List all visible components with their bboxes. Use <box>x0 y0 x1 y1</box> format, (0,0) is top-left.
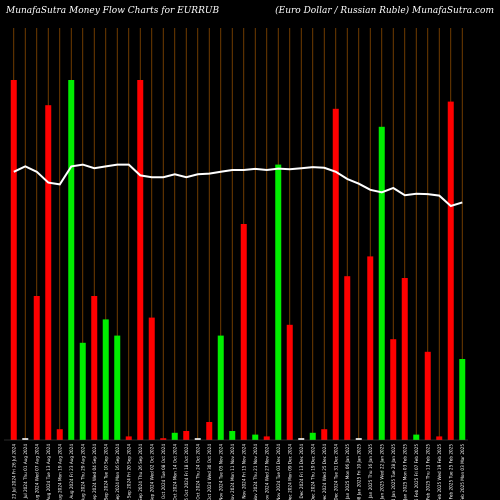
x-tick-label: Mon 05 Aug 2024 Wed 07 Aug 2024 <box>34 444 39 500</box>
x-tick-label: Tue 24 Sep 2024 Thu 26 Sep 2024 <box>138 444 143 500</box>
bar <box>355 438 362 440</box>
bar <box>160 438 167 440</box>
x-tick-label: Tue 27 Aug 2024 Thu 29 Aug 2024 <box>80 444 85 500</box>
bar <box>114 335 121 440</box>
bar <box>459 359 466 440</box>
bar <box>22 438 29 440</box>
x-tick-label: Mon 02 Sep 2024 Wed 04 Sep 2024 <box>92 444 97 500</box>
x-tick-label: Thu 30 Jan 2025 Mon 03 Feb 2025 <box>402 444 407 500</box>
x-tick-label: Thu 07 Nov 2024 Mon 11 Nov 2024 <box>230 444 235 500</box>
bar <box>240 224 247 440</box>
money-flow-line <box>13 163 463 208</box>
bar <box>263 436 270 440</box>
bar <box>45 105 52 440</box>
bar <box>183 431 190 440</box>
x-tick-label: Fri 27 Dec 2024 Tue 31 Dec 2024 <box>333 444 338 500</box>
x-tick-label: Thu 10 Oct 2024 Mon 14 Oct 2024 <box>172 444 177 500</box>
bar <box>275 164 282 440</box>
x-tick-label: Wed 21 Aug 2024 Fri 23 Aug 2024 <box>69 444 74 500</box>
x-tick-label: Fri 01 Nov 2024 Tue 05 Nov 2024 <box>218 444 223 500</box>
bar <box>424 351 431 440</box>
x-tick-label: Mon 25 Nov 2024 Wed 27 Nov 2024 <box>264 444 269 500</box>
x-tick-label: Mon 23 Jul 2024 Fri 26 Jul 2024 <box>11 444 16 500</box>
x-tick-label: Thu 02 Jan 2025 Mon 06 Jan 2025 <box>345 444 350 500</box>
bar-series <box>10 80 466 441</box>
x-tick-label: Fri 29 Nov 2024 Tue 03 Dec 2024 <box>276 444 281 500</box>
bar <box>309 432 316 440</box>
bar <box>125 436 132 440</box>
bar <box>91 296 98 440</box>
x-tick-label: Wed 13 Nov 2024 Fri 15 Nov 2024 <box>241 444 246 500</box>
x-tick-label: Fri 04 Oct 2024 Tue 08 Oct 2024 <box>161 444 166 500</box>
x-tick-label: Fri 06 Sep 2024 Tue 10 Sep 2024 <box>103 444 108 500</box>
bar <box>229 431 236 440</box>
x-tick-label: Tue 17 Dec 2024 Thu 19 Dec 2024 <box>310 444 315 500</box>
x-tick-label: Wed 16 Oct 2024 Fri 18 Oct 2024 <box>184 444 189 500</box>
bar <box>367 256 374 440</box>
bar <box>332 108 339 441</box>
bar <box>413 434 420 440</box>
bar <box>286 324 293 440</box>
x-tick-label: Thu 15 Aug 2024 Mon 19 Aug 2024 <box>57 444 62 500</box>
x-tick-label: Mon 23 Dec 2024 Wed 25 Dec 2024 <box>322 444 327 500</box>
bar <box>298 438 305 440</box>
x-tick-label: Wed 11 Dec 2024 Fri 13 Dec 2024 <box>299 444 304 500</box>
x-tick-label: Fri 21 Feb 2025 Tue 25 Feb 2025 <box>448 444 453 500</box>
bar <box>321 429 328 440</box>
bar <box>137 80 144 440</box>
bar <box>447 101 454 440</box>
bar <box>148 317 155 440</box>
bar <box>194 438 201 440</box>
x-tick-label: Wed 05 Feb 2025 Fri 07 Feb 2025 <box>414 444 419 500</box>
bar <box>171 432 178 440</box>
x-tick-label: Tue 19 Nov 2024 Thu 21 Nov 2024 <box>253 444 258 500</box>
bar <box>401 278 408 440</box>
x-tick-label: Tue 22 Oct 2024 Thu 24 Oct 2024 <box>195 444 200 500</box>
x-tick-label: Thu 12 Sep 2024 Mon 16 Sep 2024 <box>115 444 120 500</box>
bar <box>436 436 443 440</box>
x-tick-label: Tue 11 Feb 2025 Thu 13 Feb 2025 <box>425 444 430 500</box>
x-axis-labels: Mon 23 Jul 2024 Fri 26 Jul 2024 Tue 30 Ju… <box>11 444 465 500</box>
x-tick-label: Wed 08 Jan 2025 Fri 10 Jan 2025 <box>356 444 361 500</box>
x-tick-label: Mon 30 Sep 2024 Wed 02 Oct 2024 <box>149 444 154 500</box>
x-tick-label: Mon 17 Feb 2025 Wed 19 Feb 2025 <box>437 444 442 500</box>
x-tick-label: Thu 27 Feb 2025 Mon 03 Mar 2025 <box>460 444 465 500</box>
x-tick-label: Mon 28 Oct 2024 Wed 30 Oct 2024 <box>207 444 212 500</box>
x-tick-label: Mon 20 Jan 2025 Wed 22 Jan 2025 <box>379 444 384 500</box>
bar <box>217 335 224 440</box>
bar <box>56 429 63 440</box>
bar <box>206 422 213 440</box>
bar <box>102 319 109 440</box>
bar <box>344 276 351 440</box>
bar <box>378 126 385 441</box>
bar <box>252 434 259 440</box>
x-tick-label: Tue 14 Jan 2025 Thu 16 Jan 2025 <box>368 444 373 500</box>
bar <box>68 80 75 440</box>
bar <box>33 296 40 440</box>
bar <box>79 342 86 440</box>
x-tick-label: Fri 24 Jan 2025 Tue 28 Jan 2025 <box>391 444 396 500</box>
x-tick-label: Thu 05 Dec 2024 Mon 09 Dec 2024 <box>287 444 292 500</box>
x-tick-label: Tue 30 Jul 2024 Thu 01 Aug 2024 <box>23 444 28 500</box>
chart-header-right: (Euro Dollar / Russian Ruble) MunafaSutr… <box>275 5 494 16</box>
x-tick-label: Fri 09 Aug 2024 Tue 13 Aug 2024 <box>46 444 51 500</box>
x-tick-label: Wed 18 Sep 2024 Fri 20 Sep 2024 <box>126 444 131 500</box>
bar <box>390 339 397 440</box>
chart-header-left: MunafaSutra Money Flow Charts for EURRUB <box>5 6 219 16</box>
bar <box>10 80 17 440</box>
